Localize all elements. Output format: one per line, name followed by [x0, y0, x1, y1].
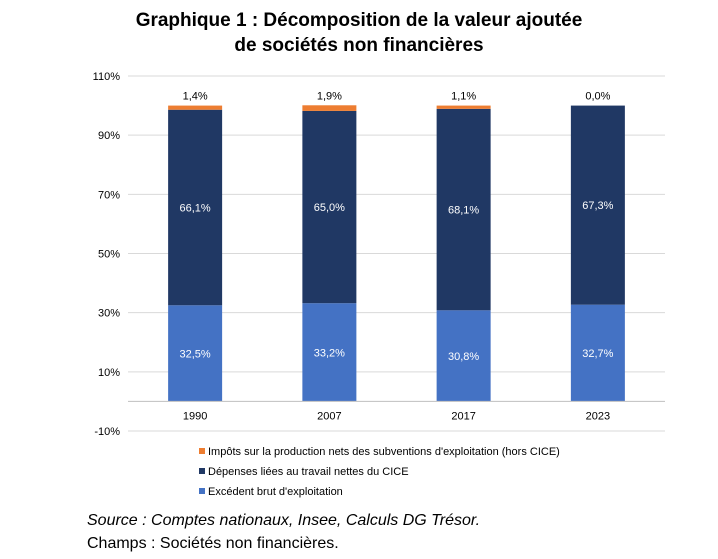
source-note: Source : Comptes nationaux, Insee, Calcu… [87, 512, 481, 529]
scope-note: Champs : Sociétés non financières. [87, 535, 339, 552]
chart-title-line-1: Graphique 1 : Décomposition de la valeur… [135, 10, 583, 31]
data-labels: 32,5% 66,1% 1,4% 33,2% 65,0% 1,9% 30,8% 68,1% 1,… [180, 90, 614, 363]
data-label: 0,0% [585, 91, 610, 103]
legend-label: Excédent brut d'exploitation [208, 486, 343, 498]
y-tick-label: 90% [98, 130, 120, 142]
x-tick-label: 2023 [586, 410, 610, 422]
legend-swatch [199, 468, 205, 474]
bar-segment [168, 305, 223, 402]
legend: Impôts sur la production nets des subven… [199, 446, 560, 498]
data-label: 1,4% [183, 91, 208, 103]
y-tick-label: -10% [94, 426, 120, 438]
y-tick-label: 10% [98, 367, 120, 379]
data-label: 32,7% [582, 348, 613, 360]
chart-title: Graphique 1 : Décomposition de la valeur… [0, 8, 718, 58]
chart-title-line-2: de sociétés non financières [234, 35, 484, 56]
y-tick-label: 70% [98, 189, 120, 201]
legend-swatch [199, 488, 205, 494]
data-label: 32,5% [180, 348, 211, 360]
data-label: 1,9% [317, 90, 342, 102]
x-tick-label: 2007 [317, 410, 341, 422]
y-tick-label: 110% [93, 71, 121, 83]
bar-segment [302, 303, 357, 402]
legend-swatch [199, 448, 205, 454]
data-label: 1,1% [451, 91, 476, 103]
bar-segment [436, 108, 491, 311]
data-label: 66,1% [180, 202, 211, 214]
bar-segment [168, 109, 223, 306]
y-tick-label: 50% [98, 249, 120, 261]
data-label: 68,1% [448, 205, 479, 217]
legend-label: Impôts sur la production nets des subven… [208, 446, 560, 458]
stacked-bar-chart: 32,5% 66,1% 1,4% 33,2% 65,0% 1,9% 30,8% 68,1% 1,… [93, 71, 665, 498]
data-label: 67,3% [582, 200, 613, 212]
legend-label: Dépenses liées au travail nettes du CICE [208, 466, 409, 478]
bars [168, 105, 625, 402]
data-label: 30,8% [448, 351, 479, 363]
x-tick-label: 1990 [183, 410, 207, 422]
x-tick-label: 2017 [451, 410, 475, 422]
y-tick-label: 30% [98, 308, 120, 320]
bar-segment [570, 304, 625, 402]
bar-segment [436, 105, 491, 109]
bar-segment [436, 310, 491, 402]
data-label: 33,2% [314, 347, 345, 359]
bar-segment [302, 110, 357, 304]
axes: -10% 10% 30% 50% 70% 90% 110% 1990 2007 2017 2023 [93, 71, 665, 438]
bar-segment [302, 105, 357, 111]
bar-segment [168, 105, 223, 110]
bar-segment [570, 105, 625, 305]
data-label: 65,0% [314, 202, 345, 214]
